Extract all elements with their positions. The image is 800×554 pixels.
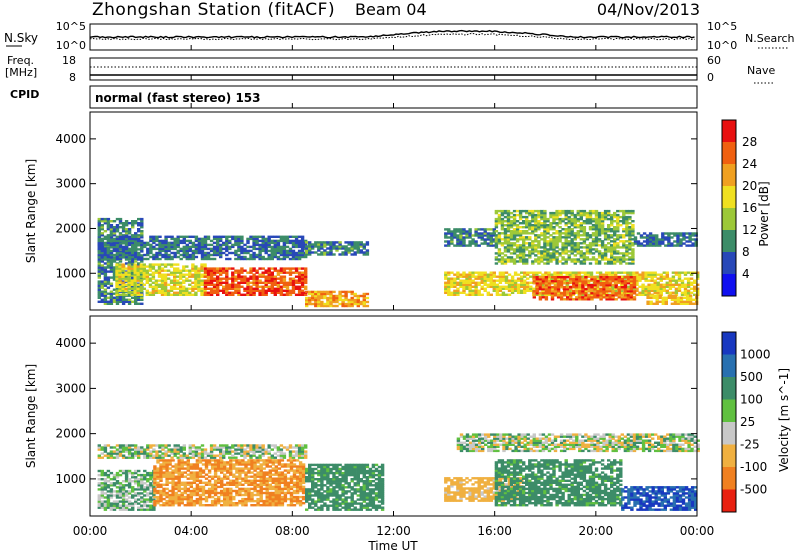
cpid-label: CPID <box>10 88 39 101</box>
velocity-colorbar-tick-1: -500 <box>740 483 767 497</box>
power-colorbar-label: Power [dB] <box>757 181 771 246</box>
power-ytick-label-3: 4000 <box>55 132 86 146</box>
power-colorbar-tick-5: 24 <box>742 157 757 171</box>
velocity-ytick-label-3: 4000 <box>55 336 86 350</box>
power-region-9 <box>532 276 637 301</box>
power-region-10 <box>633 232 698 247</box>
velocity-colorbar-swatch-5 <box>722 377 736 400</box>
freq-left-tick-bottom: 8 <box>69 71 76 84</box>
beam-label: Beam 04 <box>355 0 427 19</box>
velocity-region-5 <box>494 459 623 507</box>
noise-left-tick-top: 10^5 <box>56 20 86 33</box>
velocity-region-3 <box>305 463 385 511</box>
velocity-region-0 <box>97 444 308 459</box>
velocity-region-6 <box>456 433 700 453</box>
power-colorbar-tick-2: 12 <box>742 223 757 237</box>
power-region-11 <box>646 294 699 305</box>
freq-traces <box>90 66 697 76</box>
x-tick-label-0: 00:00 <box>73 524 108 538</box>
power-region-5 <box>305 241 370 256</box>
velocity-colorbar-frame <box>721 331 737 513</box>
noise-traces <box>89 29 695 41</box>
velocity-ytick-label-0: 1000 <box>55 472 86 486</box>
power-colorbar-swatch-0 <box>722 274 736 296</box>
power-region-2 <box>115 263 207 296</box>
power-colorbar-tick-4: 20 <box>742 179 757 193</box>
noise-sky-trace <box>89 29 695 39</box>
x-tick-label-3: 12:00 <box>376 524 411 538</box>
power-region-3 <box>203 267 308 296</box>
velocity-colorbar-swatch-3 <box>722 422 736 445</box>
x-tick-label-5: 20:00 <box>579 524 614 538</box>
power-colorbar-swatch-1 <box>722 252 736 274</box>
velocity-ytick-label-1: 2000 <box>55 427 86 441</box>
velocity-colorbar-tick-5: 100 <box>740 393 763 407</box>
freq-left-tick-top: 18 <box>62 54 76 67</box>
power-ytick-label-1: 2000 <box>55 221 86 235</box>
power-ytick-label-2: 3000 <box>55 177 86 191</box>
power-colorbar-swatch-6 <box>722 142 736 164</box>
velocity-ylabel: Slant Range [km] <box>24 364 38 468</box>
x-tick-label-2: 08:00 <box>275 524 310 538</box>
power-region-8 <box>494 209 635 265</box>
velocity-colorbar-tick-6: 500 <box>740 370 763 384</box>
velocity-colorbar-tick-3: -25 <box>740 438 760 452</box>
nave-label: Nave <box>747 64 775 77</box>
power-colorbar-swatch-2 <box>722 230 736 252</box>
power-colorbar-swatch-3 <box>722 208 736 230</box>
velocity-region-7 <box>621 486 698 511</box>
cpid-text: normal (fast stereo) 153 <box>95 91 261 105</box>
power-colorbar-tick-0: 4 <box>742 267 750 281</box>
noise-right-tick-top: 10^5 <box>707 20 737 33</box>
power-colorbar-frame <box>721 119 737 297</box>
power-colorbar: 4 8 12 16 20 24 28 <box>721 119 757 297</box>
x-tick-label-4: 16:00 <box>477 524 512 538</box>
station-title: Zhongshan Station (fitACF) <box>92 0 335 20</box>
noise-sky-label: N.Sky <box>4 31 38 45</box>
velocity-yticks: 1000 2000 3000 4000 <box>55 336 697 486</box>
noise-search-label: N.Search <box>745 32 795 45</box>
date-label: 04/Nov/2013 <box>597 0 700 19</box>
power-colorbar-swatch-7 <box>722 120 736 142</box>
power-yticks: 1000 2000 3000 4000 <box>55 132 697 280</box>
velocity-region-2 <box>153 459 306 507</box>
velocity-ytick-label-2: 3000 <box>55 381 86 395</box>
velocity-colorbar-tick-7: 1000 <box>740 348 771 362</box>
power-colorbar-tick-3: 16 <box>742 201 757 215</box>
velocity-colorbar-label: Velocity [m s^-1] <box>777 368 791 472</box>
x-tick-label-1: 04:00 <box>174 524 209 538</box>
power-heatmap <box>97 209 700 308</box>
x-axis-ticks: 00:00 04:00 08:00 12:00 16:00 20:00 00:00 <box>73 45 715 538</box>
velocity-colorbar-swatch-4 <box>722 399 736 422</box>
power-ylabel: Slant Range [km] <box>24 159 38 263</box>
x-axis-label: Time UT <box>367 539 418 553</box>
velocity-colorbar-swatch-6 <box>722 354 736 377</box>
velocity-colorbar-tick-2: -100 <box>740 460 767 474</box>
power-region-1 <box>97 235 308 261</box>
power-ytick-label-0: 1000 <box>55 266 86 280</box>
velocity-heatmap <box>97 433 700 511</box>
velocity-colorbar-swatch-2 <box>722 444 736 467</box>
velocity-region-1 <box>97 469 156 511</box>
power-colorbar-swatch-5 <box>722 164 736 186</box>
power-colorbar-tick-1: 8 <box>742 245 750 259</box>
velocity-colorbar-swatch-7 <box>722 332 736 355</box>
noise-search-trace <box>89 33 695 41</box>
velocity-colorbar-tick-4: 25 <box>740 415 755 429</box>
freq-label-line2: [MHz] <box>5 66 37 79</box>
velocity-colorbar-swatch-1 <box>722 467 736 490</box>
power-colorbar-swatch-4 <box>722 186 736 208</box>
noise-left-tick-bottom: 10^0 <box>56 39 86 52</box>
power-colorbar-tick-6: 28 <box>742 135 757 149</box>
x-tick-label-6: 00:00 <box>680 524 715 538</box>
nave-right-tick-bottom: 0 <box>707 71 714 84</box>
noise-right-tick-bottom: 10^0 <box>707 39 737 52</box>
power-region-6 <box>444 228 496 247</box>
velocity-colorbar-swatch-0 <box>722 489 736 512</box>
nave-right-tick-top: 60 <box>707 54 721 67</box>
freq-label-line1: Freq. <box>7 54 34 67</box>
power-region-4 <box>305 290 370 308</box>
